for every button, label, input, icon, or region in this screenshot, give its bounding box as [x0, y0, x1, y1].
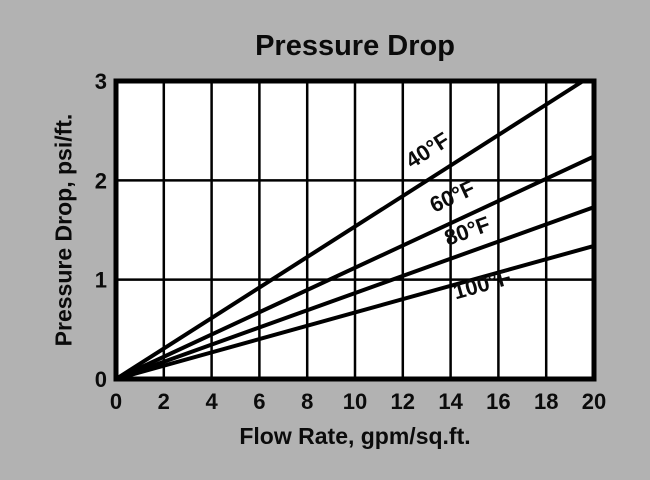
x-tick-16: 16: [486, 389, 510, 414]
y-tick-1: 1: [95, 268, 107, 293]
series-line-100f: [115, 243, 595, 381]
x-tick-14: 14: [438, 389, 463, 414]
series-line-60f: [115, 154, 595, 381]
x-tick-6: 6: [253, 389, 265, 414]
y-tick-2: 2: [95, 168, 107, 193]
series-line-80f: [115, 205, 595, 381]
x-axis-label: Flow Rate, gpm/sq.ft.: [239, 423, 471, 449]
x-tick-0: 0: [110, 389, 122, 414]
chart-title: Pressure Drop: [255, 30, 455, 62]
x-tick-12: 12: [391, 389, 415, 414]
series-line-40f: [114, 79, 585, 381]
y-axis-label: Pressure Drop, psi/ft.: [50, 113, 77, 347]
x-tick-4: 4: [205, 389, 218, 414]
x-tick-18: 18: [534, 389, 558, 414]
plot-border: [113, 78, 597, 382]
y-tick-0: 0: [95, 367, 107, 392]
x-tick-10: 10: [343, 389, 367, 414]
x-tick-8: 8: [301, 389, 313, 414]
y-tick-3: 3: [95, 69, 107, 94]
x-tick-20: 20: [582, 389, 606, 414]
x-tick-2: 2: [158, 389, 170, 414]
